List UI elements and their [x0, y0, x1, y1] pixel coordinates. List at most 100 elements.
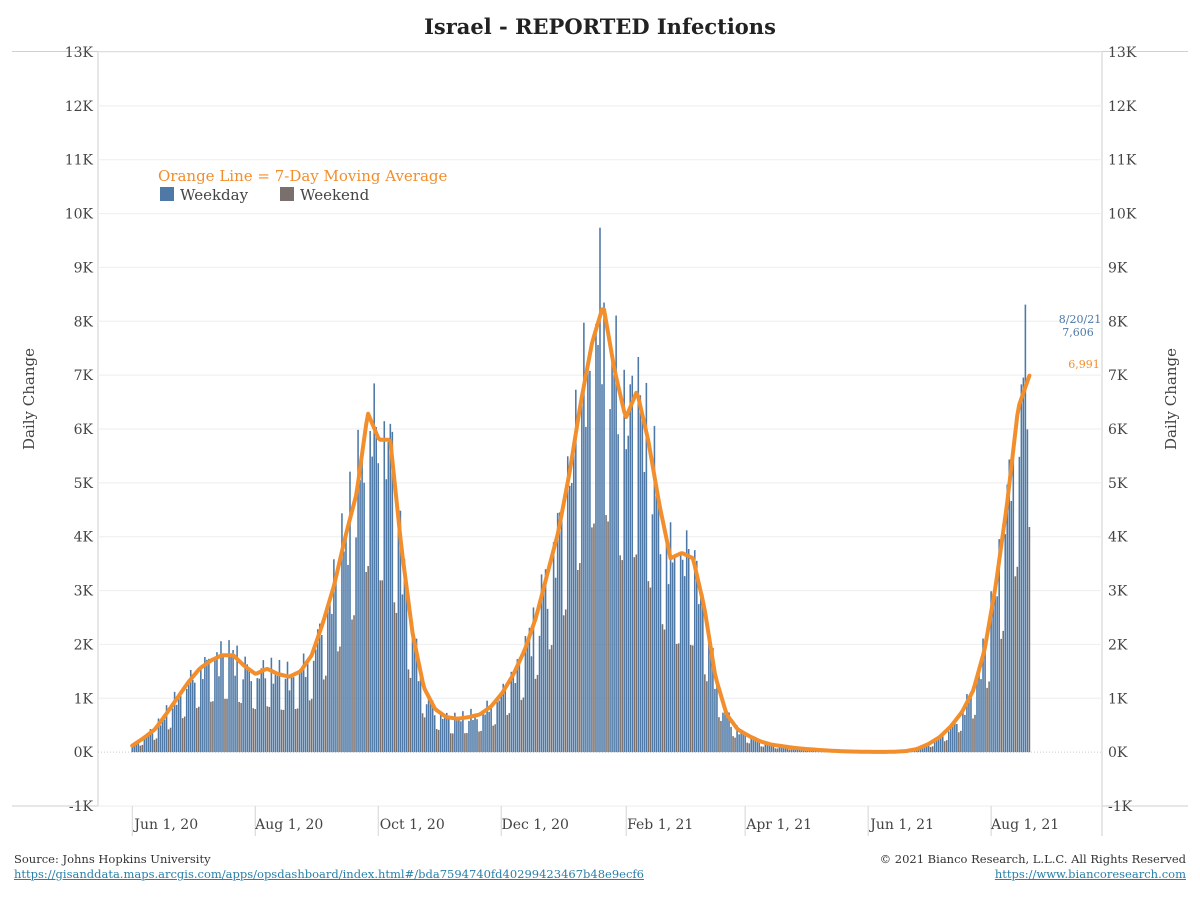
- weekend-bar: [520, 699, 523, 753]
- weekday-bar: [163, 719, 166, 753]
- weekday-bar: [514, 683, 517, 753]
- weekday-bar: [228, 640, 230, 753]
- weekday-bar: [667, 584, 670, 753]
- weekday-bar: [419, 665, 422, 753]
- weekday-bar: [250, 681, 252, 753]
- weekday-bar: [143, 738, 146, 753]
- weekday-bar: [752, 737, 754, 753]
- weekend-bar: [802, 750, 805, 753]
- weekend-bar: [325, 675, 327, 753]
- weekday-bar: [952, 722, 954, 753]
- weekday-bar: [484, 714, 486, 753]
- x-tick-label: Oct 1, 20: [380, 817, 445, 833]
- weekend-bar: [196, 708, 198, 753]
- weekend-bar: [266, 706, 269, 753]
- weekday-bar: [611, 355, 613, 753]
- weekend-bar: [1000, 638, 1002, 753]
- weekend-bar: [452, 733, 454, 753]
- x-tick-label: Jun 1, 20: [132, 817, 198, 833]
- weekday-bar: [445, 712, 448, 753]
- y-tick-label-left: 9K: [74, 260, 94, 276]
- weekday-bar: [575, 389, 577, 753]
- weekday-bar: [659, 554, 662, 753]
- weekday-bar: [700, 594, 702, 753]
- weekday-bar: [613, 374, 615, 753]
- weekday-bar: [246, 664, 248, 753]
- weekday-bar: [373, 383, 375, 753]
- weekend-bar: [141, 744, 144, 753]
- weekday-bar: [796, 748, 799, 753]
- weekday-bar: [443, 716, 446, 753]
- legend-label-weekday: Weekday: [180, 186, 249, 204]
- weekday-bar: [377, 463, 380, 753]
- weekday-bar: [191, 679, 194, 753]
- weekday-bar: [627, 435, 630, 753]
- weekday-bar: [314, 649, 317, 753]
- weekday-bar: [966, 694, 968, 753]
- weekday-bar: [472, 719, 474, 753]
- weekday-bar: [427, 693, 430, 753]
- y-tick-label-left: 0K: [74, 745, 94, 761]
- weekday-bar: [359, 480, 361, 753]
- weekend-bar: [776, 748, 779, 753]
- weekday-bar: [202, 679, 204, 753]
- weekday-bar: [244, 656, 246, 753]
- weekday-bar: [375, 427, 377, 753]
- weekend-bar: [579, 563, 581, 753]
- weekday-bar: [399, 510, 402, 753]
- weekend-bar: [308, 700, 311, 753]
- weekday-bar: [413, 643, 416, 753]
- weekday-bar: [750, 735, 752, 753]
- y-tick-label-right: 8K: [1108, 314, 1128, 330]
- weekday-bar: [151, 733, 154, 753]
- weekday-bar: [476, 719, 478, 753]
- weekend-bar: [675, 643, 678, 753]
- weekend-bar: [254, 709, 257, 753]
- source-link[interactable]: https://gisanddata.maps.arcgis.com/apps/…: [14, 867, 644, 881]
- x-tick-label: Dec 1, 20: [501, 817, 568, 833]
- weekend-bar: [915, 750, 918, 753]
- weekday-bar: [304, 676, 307, 753]
- weekday-bar: [193, 682, 196, 753]
- weekend-bar: [494, 724, 496, 753]
- weekday-bar: [179, 695, 182, 753]
- footer-left: Source: Johns Hopkins University https:/…: [14, 852, 644, 882]
- weekday-bar: [292, 677, 295, 753]
- weekend-bar: [381, 580, 384, 753]
- weekday-bar: [702, 594, 704, 753]
- y-tick-label-right: 9K: [1108, 260, 1128, 276]
- weekday-bar: [133, 743, 136, 753]
- weekday-bar: [270, 657, 273, 753]
- callout-bar-value: 7,606: [1062, 326, 1094, 339]
- weekend-bar: [564, 609, 567, 753]
- weekday-bar: [482, 712, 484, 753]
- y-tick-label-right: 7K: [1108, 368, 1128, 384]
- weekday-bar: [962, 709, 964, 753]
- weekday-bar: [220, 641, 222, 753]
- y-tick-label-left: 6K: [74, 422, 94, 438]
- weekday-bar: [298, 670, 301, 753]
- y-tick-label-right: 12K: [1108, 99, 1137, 115]
- weekend-bar: [988, 681, 990, 753]
- weekend-bar: [153, 739, 156, 753]
- weekend-bar: [508, 713, 511, 753]
- weekday-bar: [679, 553, 682, 753]
- weekday-bar: [609, 409, 611, 753]
- y-tick-label-left: 3K: [74, 584, 94, 600]
- weekday-bar: [544, 569, 547, 753]
- weekday-bar: [784, 747, 787, 753]
- weekday-bar: [601, 384, 603, 753]
- weekday-bar: [978, 667, 980, 753]
- weekday-bar: [693, 550, 696, 753]
- weekend-bar: [466, 733, 468, 753]
- weekend-bar: [619, 555, 621, 753]
- site-link[interactable]: https://www.biancoresearch.com: [994, 867, 1186, 881]
- y-tick-label-right: 5K: [1108, 476, 1128, 492]
- weekend-bar: [762, 746, 765, 753]
- weekday-bar: [935, 737, 938, 753]
- weekday-bar: [206, 659, 208, 753]
- weekday-bar: [1018, 456, 1021, 753]
- weekday-bar: [617, 434, 619, 753]
- y-tick-label-right: 0K: [1108, 745, 1128, 761]
- weekday-bar: [363, 482, 365, 753]
